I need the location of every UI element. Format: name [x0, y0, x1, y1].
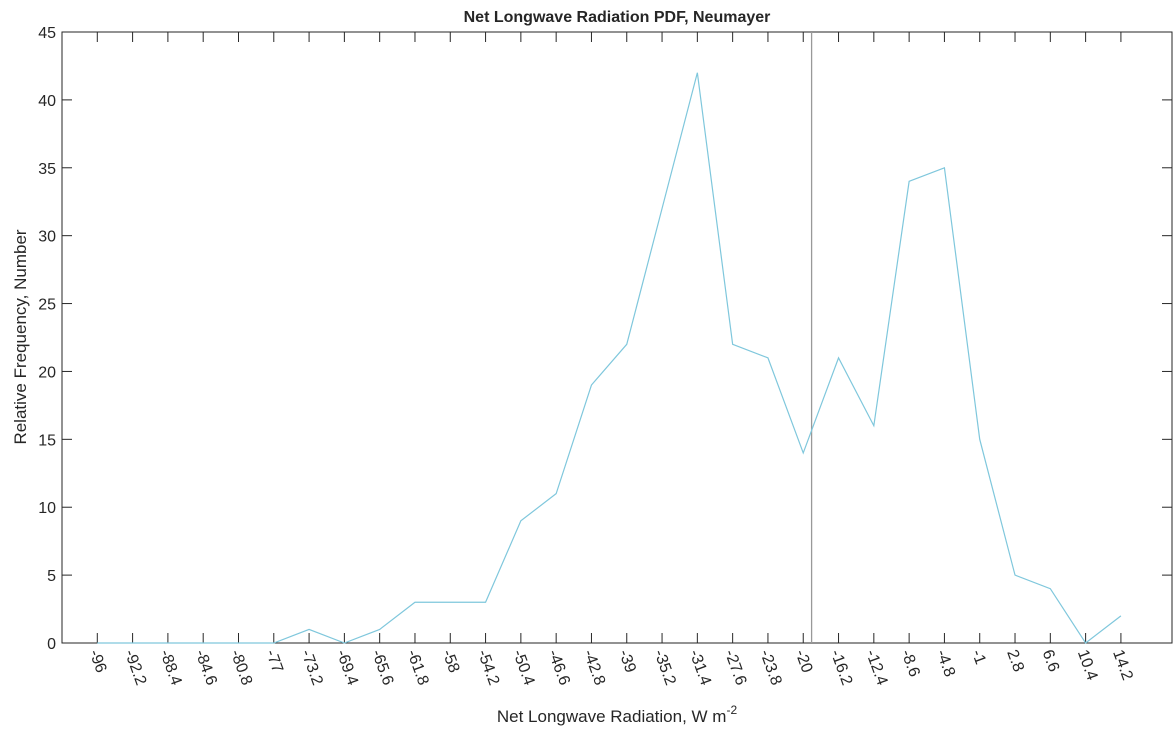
plot-area: [61, 31, 1173, 644]
x-tick-label: -69.4: [333, 648, 361, 688]
x-tick-label: -42.8: [580, 648, 608, 688]
x-tick-label: 2.8: [1003, 648, 1027, 675]
y-tick-label: 30: [38, 229, 56, 246]
x-tick-label: -1: [968, 648, 989, 667]
x-tick-label: 6.6: [1039, 648, 1063, 675]
x-tick-label: -16.2: [827, 648, 855, 688]
x-tick-label: -58: [439, 648, 463, 676]
x-tick-label: -20: [791, 648, 815, 676]
x-tick-label: -35.2: [650, 648, 678, 688]
x-tick-label: -88.4: [156, 648, 184, 688]
data-line: [97, 72, 1122, 644]
chart-title: Net Longwave Radiation PDF, Neumayer: [464, 9, 771, 26]
x-tick-label: -8.6: [897, 648, 922, 680]
x-tick-label: -12.4: [862, 648, 890, 688]
x-tick-label: -96: [86, 648, 110, 676]
x-axis-label-text: Net Longwave Radiation, W m: [497, 707, 727, 726]
x-tick-label: -80.8: [227, 648, 255, 688]
x-tick-label: -4.8: [933, 648, 958, 680]
y-tick-label: 35: [38, 161, 56, 178]
y-tick-label: 20: [38, 364, 56, 381]
x-tick-label: -27.6: [721, 648, 749, 688]
x-tick-label: 14.2: [1109, 648, 1136, 683]
x-axis-label-sup: -2: [726, 703, 737, 717]
x-tick-label: -73.2: [297, 648, 325, 688]
y-tick-label: 5: [47, 568, 56, 585]
y-tick-label: 0: [47, 636, 56, 653]
x-tick-label: -23.8: [756, 648, 784, 688]
x-tick-label: 10.4: [1074, 648, 1101, 683]
x-tick-label: -65.6: [368, 648, 396, 688]
x-tick-label: -61.8: [403, 648, 431, 688]
y-tick-label: 10: [38, 500, 56, 517]
x-tick-label: -84.6: [191, 648, 219, 688]
y-tick-label: 15: [38, 432, 56, 449]
x-tick-label: -77: [262, 648, 286, 676]
y-tick-label: 45: [38, 25, 56, 42]
x-tick-label: -92.2: [121, 648, 149, 688]
x-tick-label: -39: [615, 648, 639, 676]
y-axis-label: Relative Frequency, Number: [11, 229, 30, 444]
x-tick-label: -31.4: [686, 648, 714, 688]
y-tick-label: 40: [38, 93, 56, 110]
x-tick-label: -46.6: [544, 648, 572, 688]
x-axis-label: Net Longwave Radiation, W m-2: [497, 703, 738, 726]
x-tick-label: -54.2: [474, 648, 502, 688]
x-tick-label: -50.4: [509, 648, 537, 688]
y-tick-label: 25: [38, 297, 56, 314]
